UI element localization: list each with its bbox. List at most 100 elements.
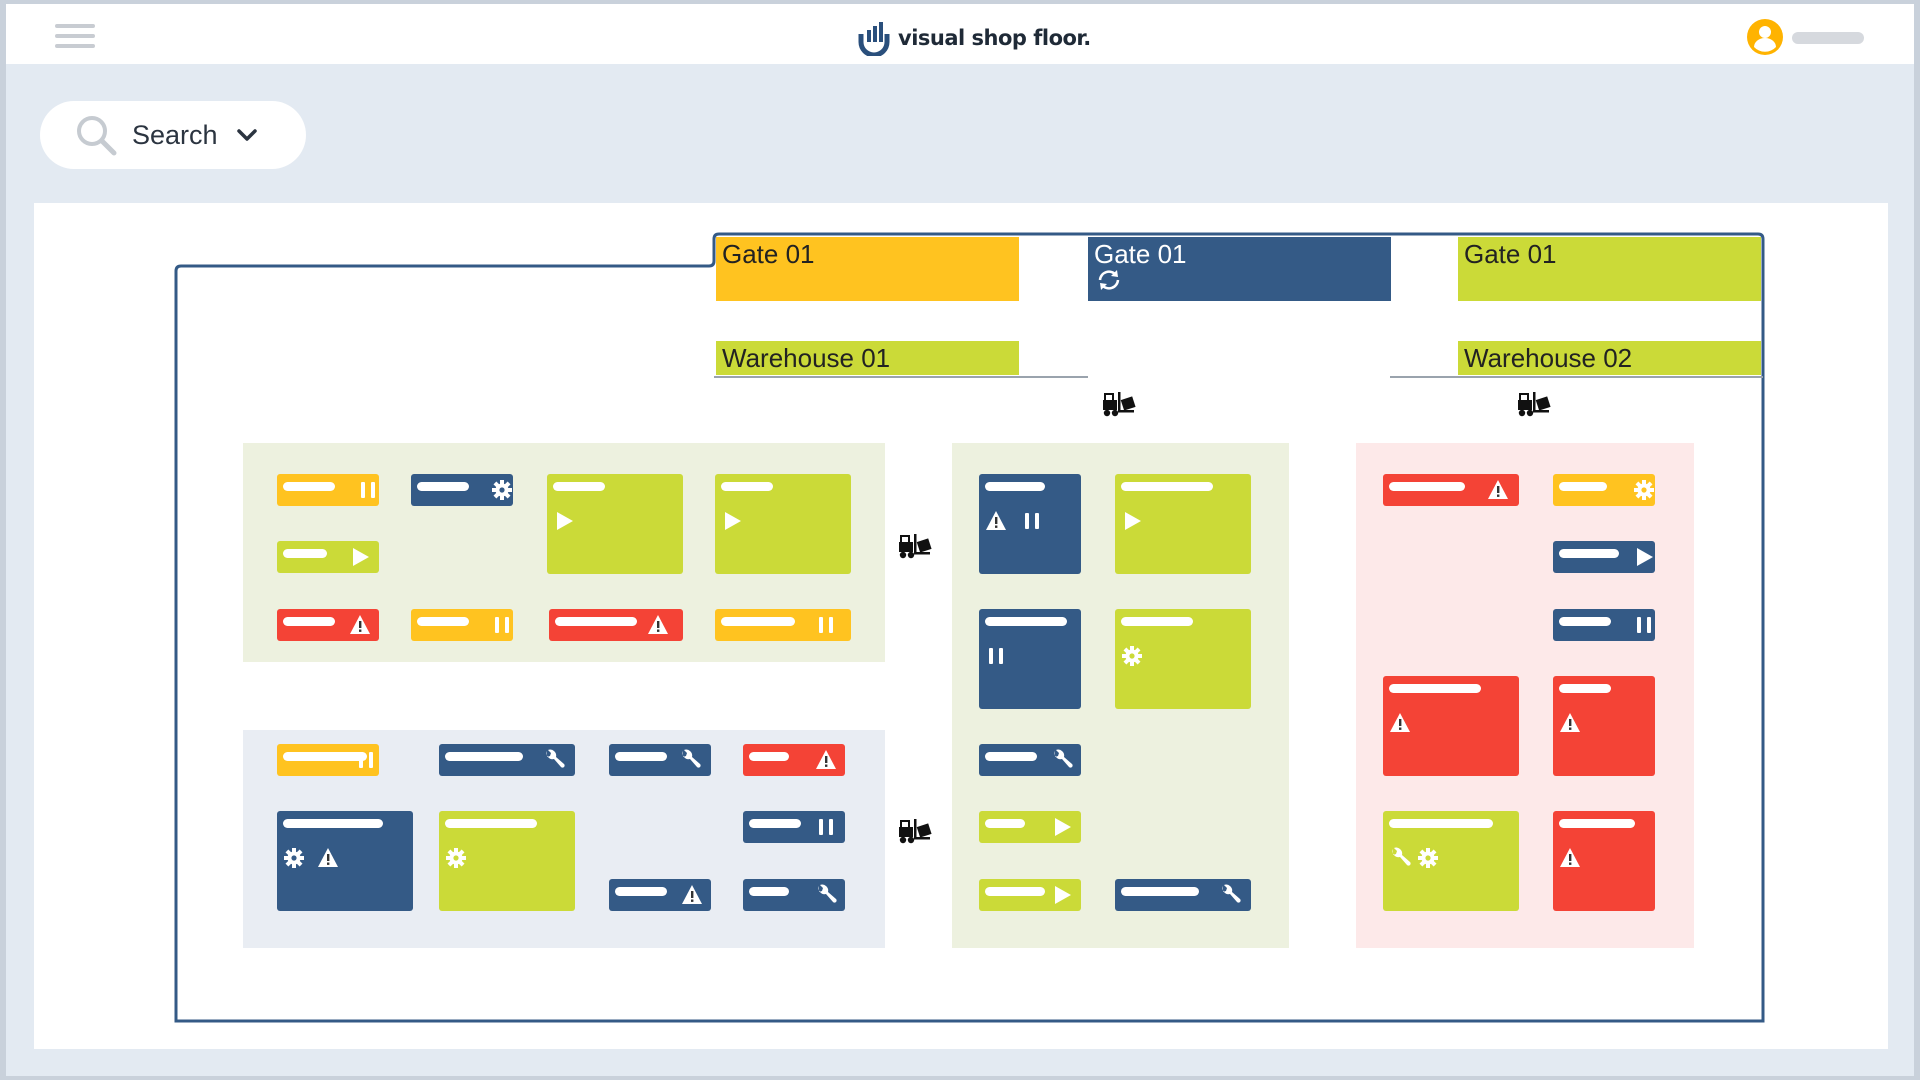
machine-card[interactable] [1553, 811, 1655, 911]
pause-icon [1021, 510, 1043, 532]
machine-card[interactable] [1553, 609, 1655, 641]
machine-name-placeholder [985, 819, 1025, 828]
play-icon [1051, 884, 1073, 906]
machine-name-placeholder [283, 819, 383, 828]
warning-icon [1559, 847, 1581, 869]
warning-icon [349, 614, 371, 636]
machine-name-placeholder [417, 482, 469, 491]
machine-card[interactable] [609, 744, 711, 776]
brand-name: visual shop floor. [898, 26, 1091, 50]
search-dropdown[interactable]: Search [40, 101, 306, 169]
gear-icon [1633, 479, 1655, 501]
warning-icon [681, 884, 703, 906]
wrench-icon [543, 749, 565, 771]
play-icon [349, 546, 371, 568]
machine-card[interactable] [1115, 879, 1251, 911]
machine-name-placeholder [1559, 684, 1611, 693]
machine-name-placeholder [749, 752, 789, 761]
machine-card[interactable] [979, 744, 1081, 776]
machine-card[interactable] [715, 474, 851, 574]
machine-name-placeholder [749, 887, 789, 896]
gear-icon [445, 847, 467, 869]
machine-name-placeholder [283, 617, 335, 626]
user-avatar-icon[interactable] [1746, 18, 1784, 56]
machine-card[interactable] [411, 609, 513, 641]
machine-card[interactable] [1115, 474, 1251, 574]
wrench-icon [1389, 847, 1411, 869]
forklift-icon[interactable] [1100, 388, 1138, 418]
gate-1-label: Gate 01 [722, 239, 815, 269]
machine-card[interactable] [549, 609, 683, 641]
hamburger-menu-icon[interactable] [55, 24, 95, 52]
machine-card[interactable] [439, 744, 575, 776]
machine-card[interactable] [979, 474, 1081, 574]
forklift-icon[interactable] [1515, 388, 1553, 418]
machine-card[interactable] [411, 474, 513, 506]
chevron-down-icon [236, 129, 257, 141]
machine-card[interactable] [439, 811, 575, 911]
machine-card[interactable] [743, 744, 845, 776]
machine-card[interactable] [277, 541, 379, 573]
machine-name-placeholder [1121, 887, 1199, 896]
forklift-icon[interactable] [896, 530, 934, 560]
logo-icon [858, 22, 890, 56]
machine-card[interactable] [1383, 474, 1519, 506]
pause-icon [355, 749, 377, 771]
warning-icon [1389, 712, 1411, 734]
machine-card[interactable] [1383, 676, 1519, 776]
warehouse-1[interactable]: Warehouse 01 [716, 341, 1019, 375]
machine-card[interactable] [743, 879, 845, 911]
user-name-placeholder[interactable] [1792, 32, 1864, 44]
machine-name-placeholder [721, 482, 773, 491]
machine-card[interactable] [1553, 676, 1655, 776]
machine-card[interactable] [277, 811, 413, 911]
pause-icon [815, 816, 837, 838]
machine-name-placeholder [985, 617, 1067, 626]
machine-card[interactable] [547, 474, 683, 574]
machine-name-placeholder [417, 617, 469, 626]
machine-name-placeholder [985, 887, 1045, 896]
pause-icon [985, 645, 1007, 667]
machine-name-placeholder [283, 482, 335, 491]
machine-card[interactable] [715, 609, 851, 641]
gear-icon [1121, 645, 1143, 667]
pause-icon [491, 614, 513, 636]
machine-card[interactable] [979, 609, 1081, 709]
warning-icon [317, 847, 339, 869]
machine-card[interactable] [979, 811, 1081, 843]
machine-name-placeholder [749, 819, 801, 828]
gate-3-label: Gate 01 [1464, 239, 1557, 269]
machine-name-placeholder [615, 752, 667, 761]
warning-icon [815, 749, 837, 771]
machine-name-placeholder [555, 617, 637, 626]
brand-logo: visual shop floor. [858, 18, 1091, 58]
pause-icon [357, 479, 379, 501]
machine-card[interactable] [277, 744, 379, 776]
search-icon [77, 116, 117, 156]
machine-card[interactable] [277, 474, 379, 506]
forklift-icon[interactable] [896, 815, 934, 845]
machine-name-placeholder [1559, 549, 1619, 558]
machine-name-placeholder [1389, 819, 1493, 828]
machine-card[interactable] [1383, 811, 1519, 911]
gate-3[interactable]: Gate 01 [1458, 237, 1761, 301]
machine-name-placeholder [1389, 482, 1465, 491]
gate-1[interactable]: Gate 01 [716, 237, 1019, 301]
machine-card[interactable] [1553, 474, 1655, 506]
shop-floor-canvas: Gate 01 Gate 01 Gate 01 Warehouse 01 War… [34, 203, 1888, 1049]
machine-card[interactable] [1115, 609, 1251, 709]
machine-name-placeholder [721, 617, 795, 626]
machine-card[interactable] [609, 879, 711, 911]
machine-card[interactable] [743, 811, 845, 843]
machine-card[interactable] [277, 609, 379, 641]
warning-icon [1487, 479, 1509, 501]
machine-name-placeholder [1121, 482, 1213, 491]
machine-name-placeholder [1121, 617, 1193, 626]
app-window: visual shop floor. Search [6, 4, 1914, 1076]
warehouse-2[interactable]: Warehouse 02 [1458, 341, 1761, 375]
gear-icon [1417, 847, 1439, 869]
machine-card[interactable] [979, 879, 1081, 911]
warning-icon [1559, 712, 1581, 734]
machine-card[interactable] [1553, 541, 1655, 573]
gate-2[interactable]: Gate 01 [1088, 237, 1391, 301]
